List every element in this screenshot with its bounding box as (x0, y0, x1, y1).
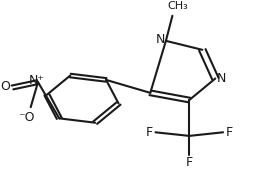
Text: N: N (156, 33, 165, 46)
Text: N: N (217, 72, 226, 85)
Text: F: F (186, 156, 193, 169)
Text: N⁺: N⁺ (29, 74, 45, 87)
Text: ⁻O: ⁻O (18, 111, 34, 124)
Text: O: O (0, 80, 10, 93)
Text: F: F (146, 126, 152, 139)
Text: CH₃: CH₃ (167, 1, 188, 11)
Text: F: F (226, 126, 233, 139)
